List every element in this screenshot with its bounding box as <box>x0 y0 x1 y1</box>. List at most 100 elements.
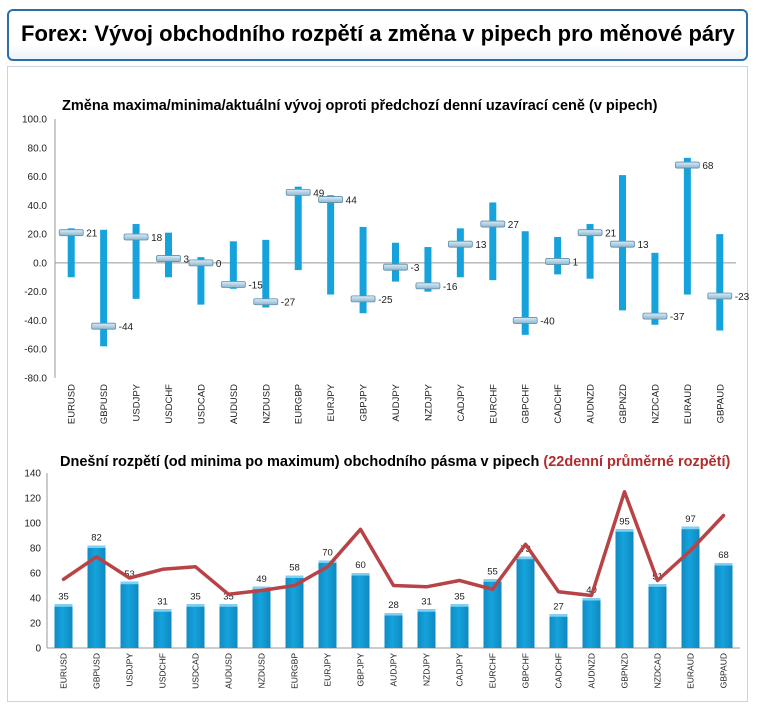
range-bar <box>450 604 469 648</box>
current-marker <box>707 292 733 300</box>
current-marker <box>350 295 376 303</box>
bar-value-label: 97 <box>685 514 696 525</box>
range-bar <box>648 584 667 648</box>
range-bar <box>153 609 172 648</box>
category-label: AUDNZD <box>587 653 597 688</box>
current-value-label: 21 <box>86 229 98 240</box>
current-value-label: -25 <box>378 295 393 306</box>
category-label: NZDCAD <box>653 653 663 688</box>
y-tick-label: -80.0 <box>24 374 47 385</box>
range-bar <box>714 563 733 648</box>
current-value-label: -40 <box>540 316 555 327</box>
bar-highlight <box>483 579 502 582</box>
range-bar <box>359 226 367 314</box>
category-label: EURAUD <box>686 653 696 689</box>
category-label: GBPAUD <box>715 384 726 424</box>
current-marker <box>253 298 279 306</box>
range-bar <box>294 186 302 271</box>
bar-value-label: 35 <box>223 591 234 602</box>
current-marker <box>156 255 181 262</box>
category-label: GBPJPY <box>356 653 366 687</box>
current-marker <box>642 312 668 320</box>
category-label: EURJPY <box>326 383 337 421</box>
range-bar <box>681 526 700 648</box>
category-label: EURJPY <box>323 653 333 687</box>
current-marker <box>58 229 84 237</box>
bar-highlight <box>285 575 304 578</box>
bar-highlight <box>153 609 172 612</box>
y-tick-label: -40.0 <box>24 316 47 327</box>
category-label: EURCHF <box>488 384 499 424</box>
bar-value-label: 60 <box>355 560 366 571</box>
bar-highlight <box>582 598 601 601</box>
chart1-title: Změna maxima/minima/aktuální vývoj oprot… <box>62 98 658 114</box>
range-bar <box>285 575 304 648</box>
y-tick-label: -60.0 <box>24 345 47 356</box>
category-label: USDCHF <box>158 653 168 688</box>
current-marker <box>512 317 538 324</box>
category-label: NZDJPY <box>422 653 432 686</box>
range-bar <box>165 232 172 278</box>
bar-value-label: 68 <box>718 550 729 561</box>
current-value-label: 21 <box>605 229 617 240</box>
range-bar <box>351 573 370 648</box>
range-bar <box>219 604 238 648</box>
category-label: USDJPY <box>132 383 143 421</box>
current-value-label: -16 <box>443 282 458 293</box>
bar-highlight <box>318 560 337 563</box>
category-label: AUDNZD <box>586 384 597 424</box>
range-bar <box>716 234 724 331</box>
current-value-label: 1 <box>573 257 579 268</box>
current-value-label: 0 <box>216 259 222 270</box>
category-label: AUDUSD <box>224 653 234 689</box>
bar-value-label: 70 <box>322 548 333 559</box>
category-label: EURUSD <box>67 384 78 424</box>
range-bar <box>229 241 237 289</box>
category-label: GBPNZD <box>620 653 630 688</box>
category-label: GBPUSD <box>99 384 110 424</box>
page-title: Forex: Vývoj obchodního rozpětí a změna … <box>21 21 735 46</box>
bar-highlight <box>450 604 469 607</box>
category-label: USDCAD <box>196 384 207 424</box>
category-label: CADCHF <box>554 653 564 688</box>
bar-value-label: 49 <box>256 574 267 585</box>
bar-value-label: 55 <box>487 566 498 577</box>
category-label: EURUSD <box>59 653 69 689</box>
range-bar <box>424 247 432 292</box>
current-marker <box>188 259 214 267</box>
category-label: NZDUSD <box>261 384 272 424</box>
range-bar <box>456 228 464 278</box>
category-label: GBPAUD <box>719 653 729 688</box>
bar-highlight <box>54 604 73 607</box>
bar-highlight <box>615 529 634 532</box>
range-bar <box>262 239 270 308</box>
category-label: AUDJPY <box>391 383 402 421</box>
category-label: GBPNZD <box>618 384 629 424</box>
range-bar <box>100 229 108 347</box>
range-bar <box>483 579 502 648</box>
y-tick-label: 100.0 <box>22 115 47 126</box>
bar-highlight <box>87 545 106 548</box>
bar-value-label: 58 <box>289 563 300 574</box>
range-bar <box>615 529 634 648</box>
bar-value-label: 82 <box>91 533 102 544</box>
current-value-label: 44 <box>346 196 358 207</box>
y-tick-label: 40 <box>30 594 42 605</box>
current-marker <box>220 281 246 288</box>
current-value-label: -23 <box>735 292 750 303</box>
category-label: CADJPY <box>456 383 467 421</box>
range-bar <box>392 242 399 282</box>
bar-highlight <box>648 584 667 587</box>
range-bar <box>417 609 436 648</box>
bar-value-label: 31 <box>421 596 432 607</box>
current-marker <box>285 188 311 196</box>
range-bar <box>132 224 140 299</box>
bar-highlight <box>417 609 436 612</box>
range-bar <box>252 586 271 648</box>
y-tick-label: 20 <box>30 619 42 630</box>
current-marker <box>674 161 700 169</box>
bar-value-label: 28 <box>388 600 399 611</box>
average-range-line <box>61 490 726 598</box>
current-marker <box>415 282 441 290</box>
